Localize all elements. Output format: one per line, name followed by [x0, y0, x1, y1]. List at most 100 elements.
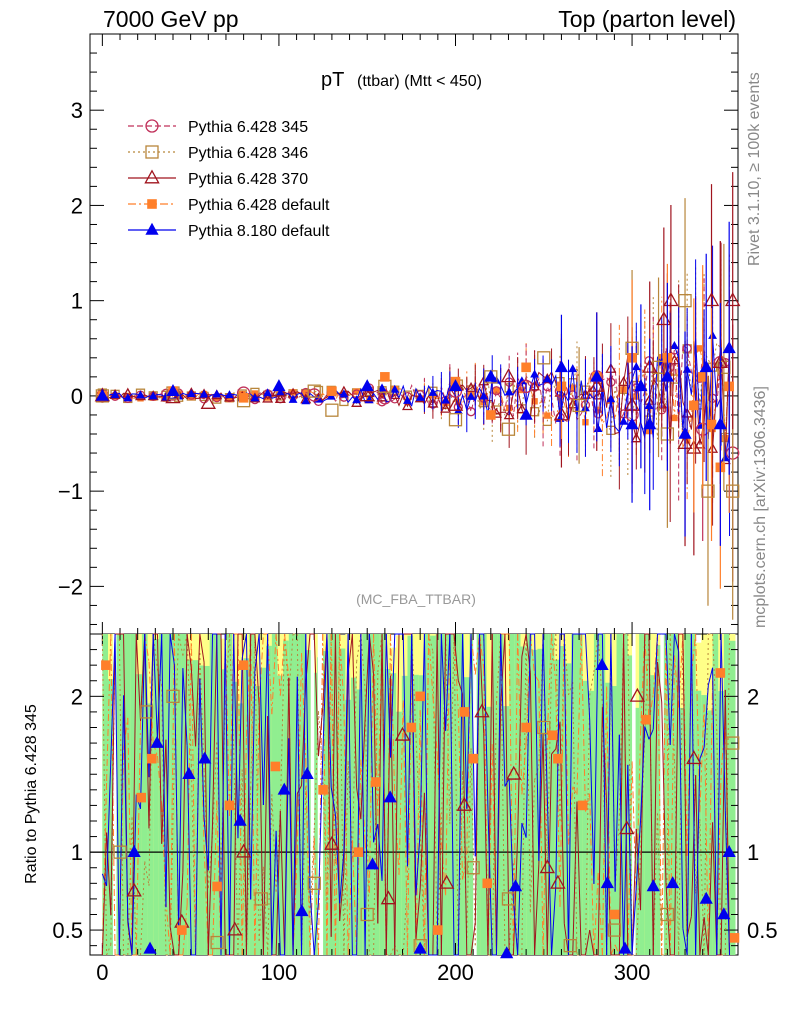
ratio-series-segment: [474, 633, 481, 857]
data-point: [577, 800, 588, 811]
ratio-series-segment: [275, 633, 281, 696]
ratio-series-segment: [203, 662, 209, 956]
ratio-series-segment: [237, 769, 243, 956]
ratio-series-segment: [551, 885, 557, 956]
ratio-series-segment: [334, 814, 341, 904]
data-point: [468, 753, 478, 764]
ratio-series-segment: [385, 675, 392, 956]
ratio-series-segment: [665, 882, 671, 956]
ratio-series-segment: [301, 633, 307, 956]
ratio-series-segment: [542, 633, 548, 864]
ratio-band-inner: [463, 677, 470, 955]
ratio-series-segment: [220, 633, 226, 956]
data-point: [547, 730, 558, 741]
ratio-series-segment: [673, 633, 680, 956]
ratio-series-segment: [627, 764, 633, 956]
ratio-series-segment: [656, 661, 663, 703]
ratio-series-segment: [237, 658, 243, 839]
ratio-series-segment: [551, 633, 557, 666]
ratio-band-inner: [627, 655, 634, 955]
data-point: [678, 426, 692, 439]
ratio-band-inner: [175, 634, 182, 955]
ratio-series-segment: [445, 633, 451, 824]
ratio-series-segment: [470, 922, 476, 956]
ratio-band-inner: [548, 634, 555, 955]
ratio-band-inner: [362, 634, 369, 955]
ratio-series-segment: [559, 633, 565, 907]
ratio-series-segment: [589, 793, 595, 956]
data-point: [678, 294, 692, 308]
ratio-series-segment: [703, 685, 709, 748]
ratio-series-segment: [258, 866, 264, 941]
data-point: [225, 390, 234, 399]
ratio-band-inner: [158, 634, 165, 955]
data-point: [143, 941, 157, 954]
ratio-series-segment: [279, 811, 286, 956]
ratio-band-inner: [475, 634, 482, 955]
data-point: [186, 389, 196, 398]
ratio-series-segment: [110, 633, 116, 760]
data-point: [238, 660, 249, 670]
ratio-band-inner: [379, 634, 386, 955]
process-label: Top (parton level): [558, 6, 736, 32]
data-point: [670, 340, 679, 349]
ratio-series-segment: [656, 633, 663, 956]
data-point: [254, 892, 268, 906]
ratio-series-segment: [305, 633, 311, 891]
energy-label: 7000 GeV pp: [103, 6, 239, 32]
ratio-series-segment: [563, 633, 569, 696]
ratio-series-segment: [665, 633, 671, 956]
ratio-series-segment: [106, 759, 112, 886]
ratio-series-segment: [390, 675, 396, 956]
ratio-series-segment: [368, 633, 375, 843]
data-point: [722, 844, 736, 857]
ratio-series-segment: [483, 733, 489, 956]
data-point: [123, 393, 133, 402]
data-point: [726, 736, 740, 750]
ratio-series-segment: [411, 633, 417, 896]
data-point: [110, 390, 120, 399]
data-point: [200, 394, 216, 409]
ratio-series-segment: [720, 633, 726, 811]
data-point: [113, 845, 127, 859]
ratio-series-segment: [156, 633, 163, 741]
ratio-series-segment: [406, 633, 413, 867]
data-point: [359, 387, 375, 402]
data-point: [542, 374, 552, 383]
data-point: [717, 907, 731, 920]
x-tick-label: 0: [96, 960, 108, 985]
ratio-series-segment: [216, 633, 222, 956]
ratio-band-inner: [447, 634, 453, 955]
ratio-series-segment: [186, 633, 192, 766]
data-point: [539, 859, 556, 874]
data-point: [595, 657, 609, 670]
ratio-series-segment: [593, 633, 599, 884]
data-point: [686, 750, 702, 765]
ratio-series-segment: [199, 679, 205, 847]
ratio-series-segment: [673, 655, 680, 708]
ratio-band-inner: [718, 691, 725, 955]
ratio-series-segment: [309, 890, 315, 956]
data-point: [263, 388, 273, 397]
data-point: [447, 396, 464, 411]
data-point: [521, 362, 531, 373]
ratio-series-segment: [178, 633, 184, 656]
ratio-series-segment: [351, 633, 358, 788]
ratio-series-segment: [703, 633, 709, 956]
ratio-series-segment: [614, 734, 620, 892]
data-point: [182, 767, 196, 780]
data-point: [720, 453, 730, 462]
data-point: [563, 939, 577, 953]
ratio-series-segment: [512, 836, 519, 956]
ratio-band-inner: [300, 634, 307, 955]
data-point: [448, 413, 463, 427]
data-point: [519, 407, 533, 420]
ratio-series-segment: [500, 633, 506, 787]
ratio-band-inner: [198, 665, 205, 955]
data-point: [307, 384, 321, 398]
ratio-series-segment: [313, 837, 319, 956]
data-point: [606, 394, 616, 403]
ratio-band-inner: [396, 711, 403, 955]
ratio-series-segment: [538, 633, 544, 861]
ratio-series-segment: [373, 673, 379, 924]
